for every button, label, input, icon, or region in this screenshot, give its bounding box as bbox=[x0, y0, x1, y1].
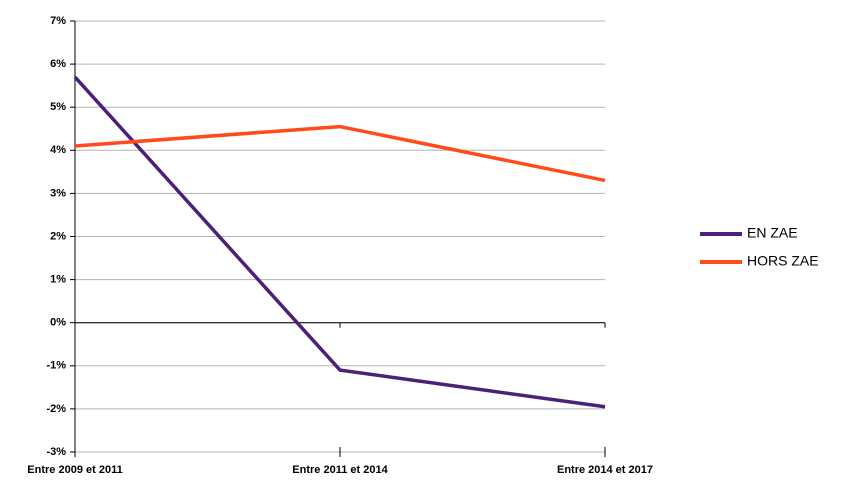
x-tick-label: Entre 2014 et 2017 bbox=[557, 464, 653, 476]
x-tick-label: Entre 2011 et 2014 bbox=[292, 464, 388, 476]
y-tick-label: 7% bbox=[50, 15, 66, 27]
y-tick-label: 0% bbox=[50, 317, 66, 329]
y-tick-label: 2% bbox=[50, 230, 66, 242]
y-tick-label: -3% bbox=[46, 446, 66, 458]
y-tick-label: 4% bbox=[50, 144, 66, 156]
y-tick-label: 3% bbox=[50, 187, 66, 199]
series-line bbox=[74, 124, 606, 183]
y-tick-label: -1% bbox=[46, 360, 66, 372]
y-tick-label: 6% bbox=[50, 58, 66, 70]
x-tick-label: Entre 2009 et 2011 bbox=[27, 464, 122, 476]
legend-label: HORS ZAE bbox=[747, 253, 819, 269]
y-tick-label: 5% bbox=[50, 101, 66, 113]
legend-label: EN ZAE bbox=[747, 225, 798, 241]
y-tick-label: -2% bbox=[46, 403, 66, 415]
series-line bbox=[73, 75, 606, 409]
y-tick-label: 1% bbox=[50, 274, 66, 286]
